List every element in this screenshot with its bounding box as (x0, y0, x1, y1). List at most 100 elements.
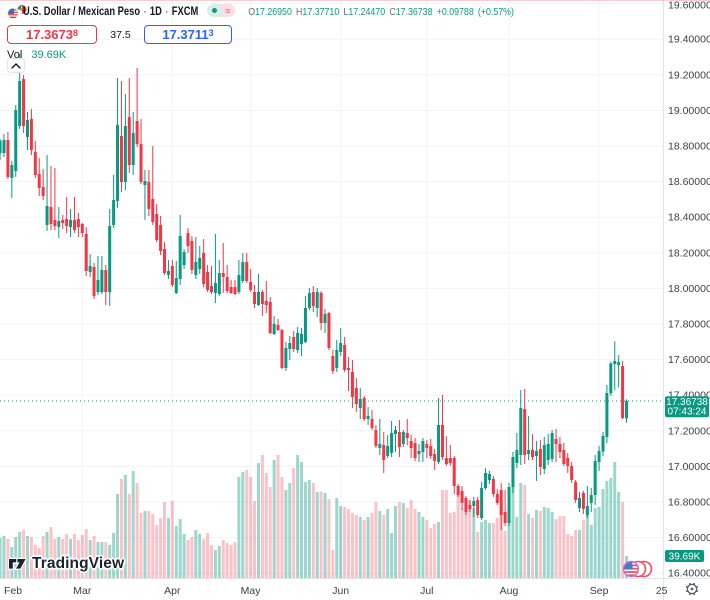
time-axis-label[interactable]: Mar (73, 585, 92, 597)
volume-bar (249, 477, 253, 578)
volume-bar (14, 537, 18, 578)
price-axis-label[interactable]: 18.40000 (668, 212, 710, 224)
volume-bar (135, 483, 139, 578)
candle-body (370, 419, 374, 428)
candle-body (546, 444, 550, 460)
candle-body (495, 494, 499, 503)
buy-button[interactable]: 17.3711 3 (144, 25, 232, 44)
volume-bar (347, 509, 351, 578)
candle-body (6, 140, 10, 177)
candle-body (311, 292, 315, 306)
tradingview-logo[interactable]: TradingView (8, 555, 124, 573)
price-axis[interactable]: 19.60000 19.40000 19.20000 19.00000 18.80000… (668, 0, 710, 580)
time-axis-label[interactable]: Apr (164, 585, 181, 597)
candle-body (327, 313, 331, 348)
time-axis-settings-gear-icon[interactable] (685, 582, 699, 596)
price-axis-label[interactable]: 16.60000 (668, 532, 710, 544)
open-letter: O (248, 5, 256, 18)
volume-bar (104, 542, 108, 578)
economic-event-flags-icon[interactable] (622, 560, 653, 578)
volume-bar (256, 463, 260, 578)
candle-body (0, 140, 2, 154)
price-axis-label[interactable]: 18.00000 (668, 283, 710, 295)
price-axis-label[interactable]: 19.60000 (668, 0, 710, 12)
volume-bar (182, 534, 186, 578)
candle-body (315, 292, 319, 308)
candle-body (119, 136, 123, 182)
time-axis-label[interactable]: Aug (500, 585, 519, 597)
candle-body (155, 214, 159, 240)
candle-body (382, 445, 386, 460)
price-axis-label[interactable]: 17.80000 (668, 319, 710, 331)
price-axis-label[interactable]: 19.20000 (668, 69, 710, 81)
candle-body (460, 491, 464, 503)
volume-bar (468, 500, 472, 578)
candle-body (433, 454, 437, 461)
time-axis-label[interactable]: Jun (332, 585, 349, 597)
candle-body (14, 110, 18, 171)
exchange-label: FXCM (171, 4, 199, 18)
price-axis-label[interactable]: 19.40000 (668, 34, 710, 46)
candle-body (386, 446, 390, 456)
delayed-data-icon: ≈ (221, 4, 235, 17)
price-axis-label[interactable]: 18.80000 (668, 141, 710, 153)
time-axis-label[interactable]: May (241, 585, 262, 597)
volume-bar (605, 481, 609, 578)
candle-body (523, 409, 527, 455)
volume-bar (413, 509, 417, 578)
volume-bar (119, 479, 123, 578)
price-axis-label[interactable]: 17.00000 (668, 461, 710, 473)
candle-body (22, 79, 26, 126)
time-axis-label[interactable]: Jul (420, 585, 433, 597)
time-axis-label[interactable]: Feb (4, 585, 22, 597)
market-status-pill[interactable]: ≈ (207, 4, 235, 17)
time-axis-label[interactable]: 25 (656, 585, 668, 597)
candle-body (507, 487, 511, 523)
candle-body (213, 283, 217, 293)
volume-bar (350, 513, 354, 578)
candle-body (550, 433, 554, 459)
volume-bar (589, 525, 593, 578)
volume-bar (229, 545, 233, 578)
volume-bar (53, 539, 57, 578)
price-axis-label[interactable]: 16.40000 (668, 568, 710, 580)
price-axis-label[interactable]: 18.20000 (668, 247, 710, 259)
time-axis-label[interactable]: Sep (590, 585, 609, 597)
price-axis-label[interactable]: 17.60000 (668, 354, 710, 366)
candle-body (147, 182, 151, 209)
volume-bar (421, 517, 425, 578)
volume-bar (531, 518, 535, 578)
volume-bar (296, 455, 300, 578)
volume-bar (566, 534, 570, 578)
symbol-title[interactable]: U.S. Dollar / Mexican Peso · 1D · FXCM (23, 4, 199, 18)
candle-body (570, 466, 574, 480)
price-axis-label[interactable]: 19.00000 (668, 105, 710, 117)
candle-body (487, 474, 491, 480)
volume-bar (429, 528, 433, 578)
volume-badge-value: 39.69K (669, 552, 701, 563)
volume-bar (366, 517, 370, 578)
candle-body (186, 233, 190, 246)
collapse-legend-button[interactable] (7, 58, 25, 73)
volume-bar (386, 509, 390, 578)
volume-bar (88, 540, 92, 578)
volume-bar (84, 529, 88, 578)
sell-button[interactable]: 17.3673 8 (7, 25, 97, 44)
candlestick-series[interactable] (0, 54, 628, 530)
candle-body (358, 399, 362, 408)
candle-body (319, 293, 323, 323)
volume-bar (542, 507, 546, 578)
price-axis-label[interactable]: 16.80000 (668, 497, 710, 509)
candle-body (104, 270, 108, 292)
candle-body (554, 439, 558, 444)
price-axis-label[interactable]: 17.20000 (668, 425, 710, 437)
time-axis[interactable]: Feb Mar Apr May Jun Jul Aug Sep 25 (4, 585, 668, 597)
volume-bar (307, 480, 311, 578)
volume-bar (343, 507, 347, 578)
volume-bar (143, 511, 147, 578)
price-axis-label[interactable]: 18.60000 (668, 176, 710, 188)
candle-body (401, 432, 405, 444)
candle-body (303, 308, 307, 342)
volume-bar (601, 489, 605, 578)
